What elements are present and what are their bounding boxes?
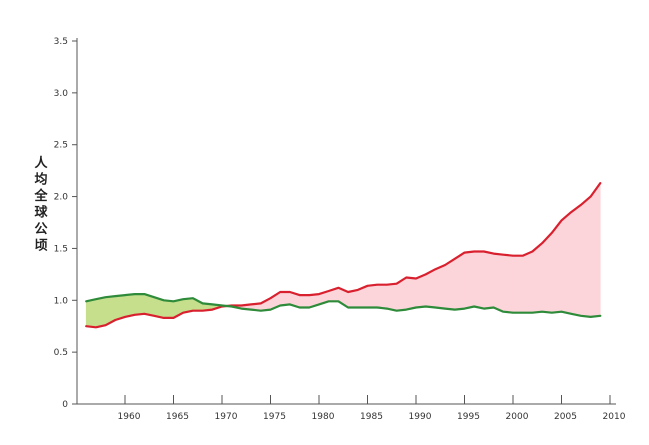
area-fill-segment xyxy=(512,255,524,314)
area-fill-segment xyxy=(134,293,145,316)
x-tick-label: 1975 xyxy=(263,412,286,422)
area-fill-segment xyxy=(444,258,456,310)
y-axis-label-char: 均 xyxy=(34,172,47,188)
x-tick-label: 1990 xyxy=(409,412,432,422)
x-tick-label: 2010 xyxy=(603,412,626,422)
y-tick-label: 2.5 xyxy=(54,141,68,151)
area-fill-segment xyxy=(405,277,417,310)
y-tick-label: 2.0 xyxy=(54,193,69,203)
x-tick-label: 1970 xyxy=(215,412,238,422)
y-axis-label-char: 全 xyxy=(33,188,48,204)
area-fill-segment xyxy=(570,204,582,317)
area-fill-segment xyxy=(580,195,591,318)
area-fill-segment xyxy=(532,242,543,314)
area-fill-segment xyxy=(425,268,436,308)
y-tick-label: 0 xyxy=(62,400,68,410)
area-fill-segment xyxy=(435,264,446,309)
x-tick-label: 2005 xyxy=(554,412,577,422)
biocapacity-line xyxy=(85,293,602,318)
y-axis-label-char: 球 xyxy=(34,205,48,221)
y-tick-label: 3.5 xyxy=(54,37,68,47)
footprint-line xyxy=(85,182,602,329)
area-fill-segment xyxy=(124,293,135,318)
x-tick-label: 1995 xyxy=(457,412,480,422)
area-fill-segment xyxy=(561,211,572,315)
y-axis-label-char: 公 xyxy=(34,222,47,237)
area-fill-segment xyxy=(483,251,494,309)
area-fill-segment xyxy=(85,298,97,328)
y-tick-label: 1.0 xyxy=(54,296,69,306)
area-fill-segment xyxy=(493,253,504,313)
axes xyxy=(76,38,616,405)
x-tick-label: 1985 xyxy=(360,412,383,422)
y-tick-label: 0.5 xyxy=(54,348,68,358)
x-tick-label: 1965 xyxy=(166,412,189,422)
area-fill-segment xyxy=(163,299,174,319)
area-fill-segment xyxy=(473,251,485,309)
area-fill-segment xyxy=(386,283,397,312)
area-fill-segment xyxy=(279,291,291,306)
area-fill-segment xyxy=(590,182,601,318)
area-fill-segment xyxy=(464,251,475,309)
area-fill-segment xyxy=(502,254,514,314)
series-lines xyxy=(85,182,602,329)
x-ticks: 1960 1965 1970 1975 1980 1985 1990 1995 2000 2005… xyxy=(118,395,626,422)
area-fill-segment xyxy=(95,296,106,328)
y-tick-label: 3.0 xyxy=(54,89,69,99)
y-axis-label-char: 顷 xyxy=(34,239,47,254)
area-fill-segment xyxy=(551,219,562,314)
x-tick-label: 1960 xyxy=(118,412,141,422)
area-fill-segment xyxy=(367,284,378,308)
area-fill-segment xyxy=(376,284,388,309)
area-fill-segment xyxy=(454,252,465,310)
area-fill-segment xyxy=(415,273,427,308)
y-tick-label: 1.5 xyxy=(54,244,68,254)
area-fill-segment xyxy=(299,294,310,308)
y-axis-label-char: 人 xyxy=(34,155,48,171)
x-tick-label: 2000 xyxy=(506,412,529,422)
area-fill-segment xyxy=(522,251,533,314)
x-tick-label: 1980 xyxy=(312,412,335,422)
area-fill-segment xyxy=(541,232,553,314)
y-ticks: 0 0.5 1.0 1.5 2.0 2.5 3.0 3.5 xyxy=(54,37,77,410)
